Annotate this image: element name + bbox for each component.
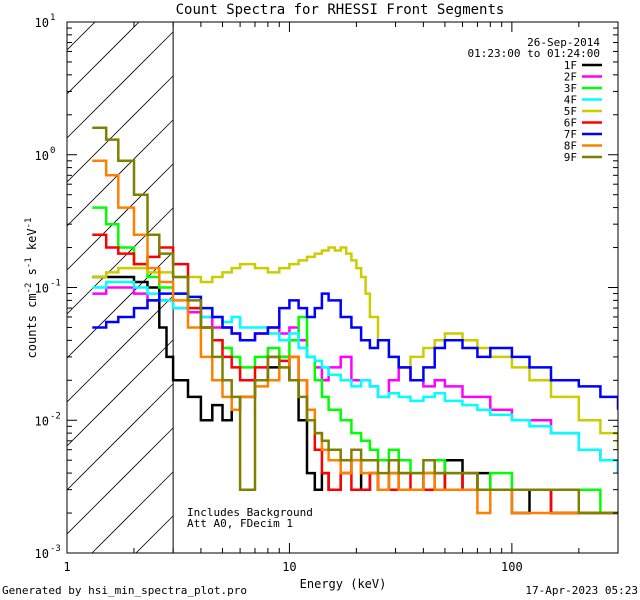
hatch-line [91,471,174,553]
hatch-line [67,339,174,447]
hatch-line [67,383,174,491]
y-label-exponent: -2 [24,283,34,294]
y-tick-label: 10 [35,547,49,561]
y-tick-exponent: -3 [50,544,61,554]
hatch-line [135,515,174,553]
time-range-label: 01:23:00 to 01:24:00 [468,47,600,60]
y-tick-exponent: -1 [50,279,61,289]
y-label-part: counts cm [25,293,39,358]
x-tick-label: 1 [63,560,70,574]
series-8F [92,159,618,515]
legend-label-6F: 6F [564,117,577,130]
hatch-line [67,207,174,315]
timestamp-label: 17-Apr-2023 05:23 [525,584,638,597]
y-tick-exponent: 1 [50,13,55,23]
hatch-line [67,22,140,95]
series-1F [92,275,618,515]
annotation-background: Includes Background [187,506,313,519]
series-9F [92,126,618,515]
series-group [92,126,618,515]
y-axis-label-text: counts cm-2 s-1 keV-1 [24,218,39,359]
hatch-line [67,75,174,183]
y-tick-label: 10 [35,414,49,428]
y-tick-label: 10 [35,149,49,163]
x-axis-label: Energy (keV) [300,577,387,591]
y-tick-label: 10 [35,282,49,296]
hatch-line [67,22,96,51]
series-6F [92,233,618,515]
hatch-line [67,427,174,535]
hatch-line [67,163,174,271]
legend-label-4F: 4F [564,94,577,107]
y-tick-exponent: 0 [50,146,55,156]
legend-label-9F: 9F [564,151,577,164]
x-tick-label: 10 [282,560,296,574]
y-label-exponent: -1 [24,218,34,229]
annotation-attenuator: Att A0, FDecim 1 [187,517,293,530]
y-tick-label: 10 [35,16,49,30]
legend-label-8F: 8F [564,140,577,153]
hatch-line [67,0,173,6]
legend-label-1F: 1F [564,59,577,72]
legend-label-7F: 7F [564,128,577,141]
x-tick-label: 100 [501,560,523,574]
legend-label-3F: 3F [564,82,577,95]
legend-label-5F: 5F [564,105,577,118]
series-4F [92,280,618,474]
y-label-exponent: -1 [24,257,34,268]
y-tick-exponent: -2 [50,411,61,421]
series-7F [92,292,618,410]
y-label-part: keV [25,228,39,257]
series-5F [92,246,618,450]
hatch-line [67,295,174,403]
generated-by-label: Generated by hsi_min_spectra_plot.pro [2,584,247,597]
y-label-part: s [25,268,39,282]
series-2F [92,286,618,474]
date-label: 26-Sep-2014 [527,36,600,49]
y-axis-label: counts cm-2 s-1 keV-1 [24,218,39,359]
hatch-line [67,31,174,139]
hatch-line [67,119,174,227]
legend-label-2F: 2F [564,71,577,84]
chart-title: Count Spectra for RHESSI Front Segments [176,2,505,18]
hatch-line [67,251,174,359]
